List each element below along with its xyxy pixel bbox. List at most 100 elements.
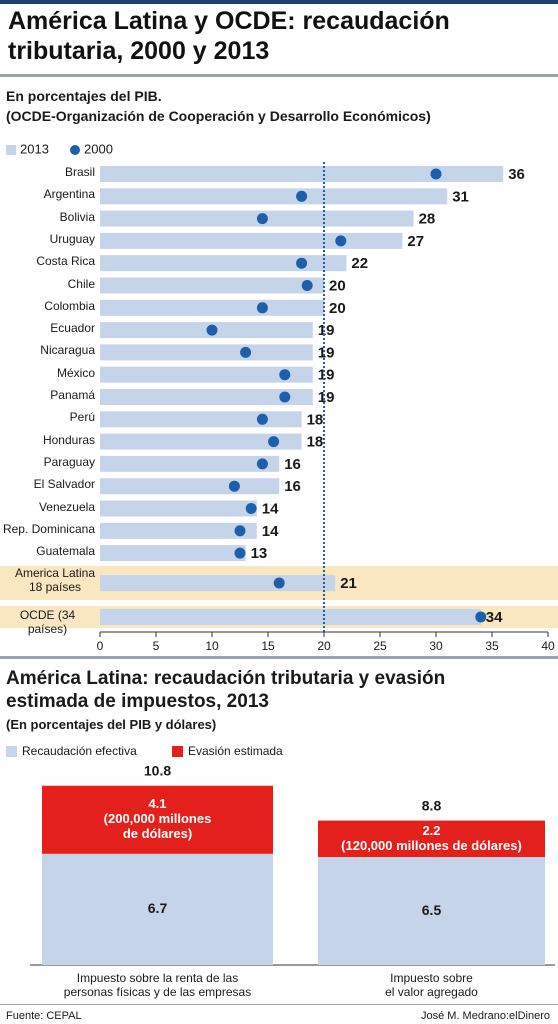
bar xyxy=(100,433,302,450)
bar xyxy=(100,522,257,539)
legend-label: Evasión estimada xyxy=(188,744,283,758)
legend-swatch xyxy=(172,746,183,757)
source: Fuente: CEPAL xyxy=(6,1010,82,1022)
dot xyxy=(256,413,268,425)
footer-rule xyxy=(0,1004,558,1005)
category-label: Nicaragua xyxy=(40,343,95,358)
category-label: America Latina 18 países xyxy=(14,566,95,594)
dot xyxy=(228,480,240,492)
dot xyxy=(273,577,285,589)
dot xyxy=(268,436,280,448)
subtitle: En porcentajes del PIB. (OCDE-Organizaci… xyxy=(6,88,431,124)
credit: José M. Medrano:elDinero xyxy=(420,1010,550,1022)
category-label: Bolivia xyxy=(59,209,95,224)
x-tick-label: Impuesto sobre la renta de las personas … xyxy=(63,971,252,999)
category-label: Argentina xyxy=(43,187,95,202)
category-label: Paraguay xyxy=(43,454,95,469)
value-label: 34 xyxy=(486,609,503,626)
category-label: Perú xyxy=(69,410,95,425)
dot xyxy=(279,369,291,381)
value-label: 28 xyxy=(419,211,436,228)
dot xyxy=(296,257,308,269)
category-label: Ecuador xyxy=(50,321,95,336)
dot xyxy=(240,346,252,358)
bar-segment xyxy=(42,853,273,965)
bar xyxy=(100,299,324,316)
bar xyxy=(100,455,280,472)
category-label: Brasil xyxy=(64,165,95,179)
bar xyxy=(100,366,313,383)
legend-label: 2013 xyxy=(20,141,49,156)
bar xyxy=(100,609,481,625)
bar xyxy=(100,344,313,361)
total-label: 8.8 xyxy=(422,797,442,813)
category-label: México xyxy=(56,365,95,380)
value-label: 4.1 (200,000 millones de dólares) xyxy=(103,796,212,842)
value-label: 20 xyxy=(329,277,346,294)
value-label: 2.2 (120,000 millones de dólares) xyxy=(341,822,522,853)
dot xyxy=(430,168,442,180)
value-label: 27 xyxy=(407,233,424,250)
x-tick-label: 0 xyxy=(97,639,104,653)
bar xyxy=(100,188,448,205)
category-label: Colombia xyxy=(44,298,95,313)
legend-label: Recaudación efectiva xyxy=(22,744,137,758)
bar-segment xyxy=(42,785,273,854)
category-label: Rep. Dominicana xyxy=(2,521,95,536)
legend-label: 2000 xyxy=(84,141,113,156)
value-label: 14 xyxy=(262,500,279,517)
total-label: 10.8 xyxy=(144,762,171,778)
x-tick-label: 25 xyxy=(373,639,387,653)
x-tick-label: 40 xyxy=(541,639,555,653)
x-tick-label: 5 xyxy=(153,639,160,653)
top-rule xyxy=(0,0,558,4)
dot xyxy=(234,547,246,559)
value-label: 14 xyxy=(262,523,279,540)
dot xyxy=(256,302,268,314)
bar xyxy=(100,166,504,182)
bar xyxy=(100,500,257,517)
value-label: 6.5 xyxy=(422,902,442,918)
category-label: Venezuela xyxy=(38,499,95,514)
section-rule xyxy=(0,656,558,659)
category-label: Panamá xyxy=(50,388,95,402)
dot xyxy=(296,190,308,202)
x-tick-label: 20 xyxy=(317,639,331,653)
bar xyxy=(100,575,336,591)
value-label: 31 xyxy=(452,188,469,205)
value-label: 36 xyxy=(508,166,525,183)
x-tick-label: 35 xyxy=(485,639,499,653)
legend-swatch xyxy=(6,746,17,757)
category-label: Honduras xyxy=(42,432,95,447)
value-label: 18 xyxy=(307,411,324,428)
value-label: 16 xyxy=(284,456,301,473)
chart-title: América Latina: recaudación tributaria y… xyxy=(6,668,446,712)
dot xyxy=(279,391,291,403)
legend-dot xyxy=(70,145,80,155)
category-label: Chile xyxy=(67,276,95,291)
category-label: El Salvador xyxy=(33,477,95,492)
x-tick-label: 15 xyxy=(261,639,275,653)
bar-segment xyxy=(318,820,545,858)
category-label: OCDE (34 países) xyxy=(19,608,76,636)
bar-segment xyxy=(318,857,545,965)
bar xyxy=(100,210,414,227)
value-label: 19 xyxy=(318,389,335,406)
value-label: 20 xyxy=(329,300,346,317)
legend-swatch xyxy=(6,145,16,155)
bar xyxy=(100,389,313,405)
bar xyxy=(100,277,324,294)
dot xyxy=(335,235,347,247)
bar xyxy=(100,322,313,339)
category-label: Guatemala xyxy=(36,544,95,559)
bar xyxy=(100,545,246,562)
x-tick-label: 30 xyxy=(429,639,443,653)
dot xyxy=(206,324,218,336)
header-rule xyxy=(0,74,558,77)
bar xyxy=(100,255,347,272)
dot xyxy=(234,525,246,537)
value-label: 18 xyxy=(307,434,324,451)
dot xyxy=(245,503,257,514)
dot xyxy=(301,280,313,291)
